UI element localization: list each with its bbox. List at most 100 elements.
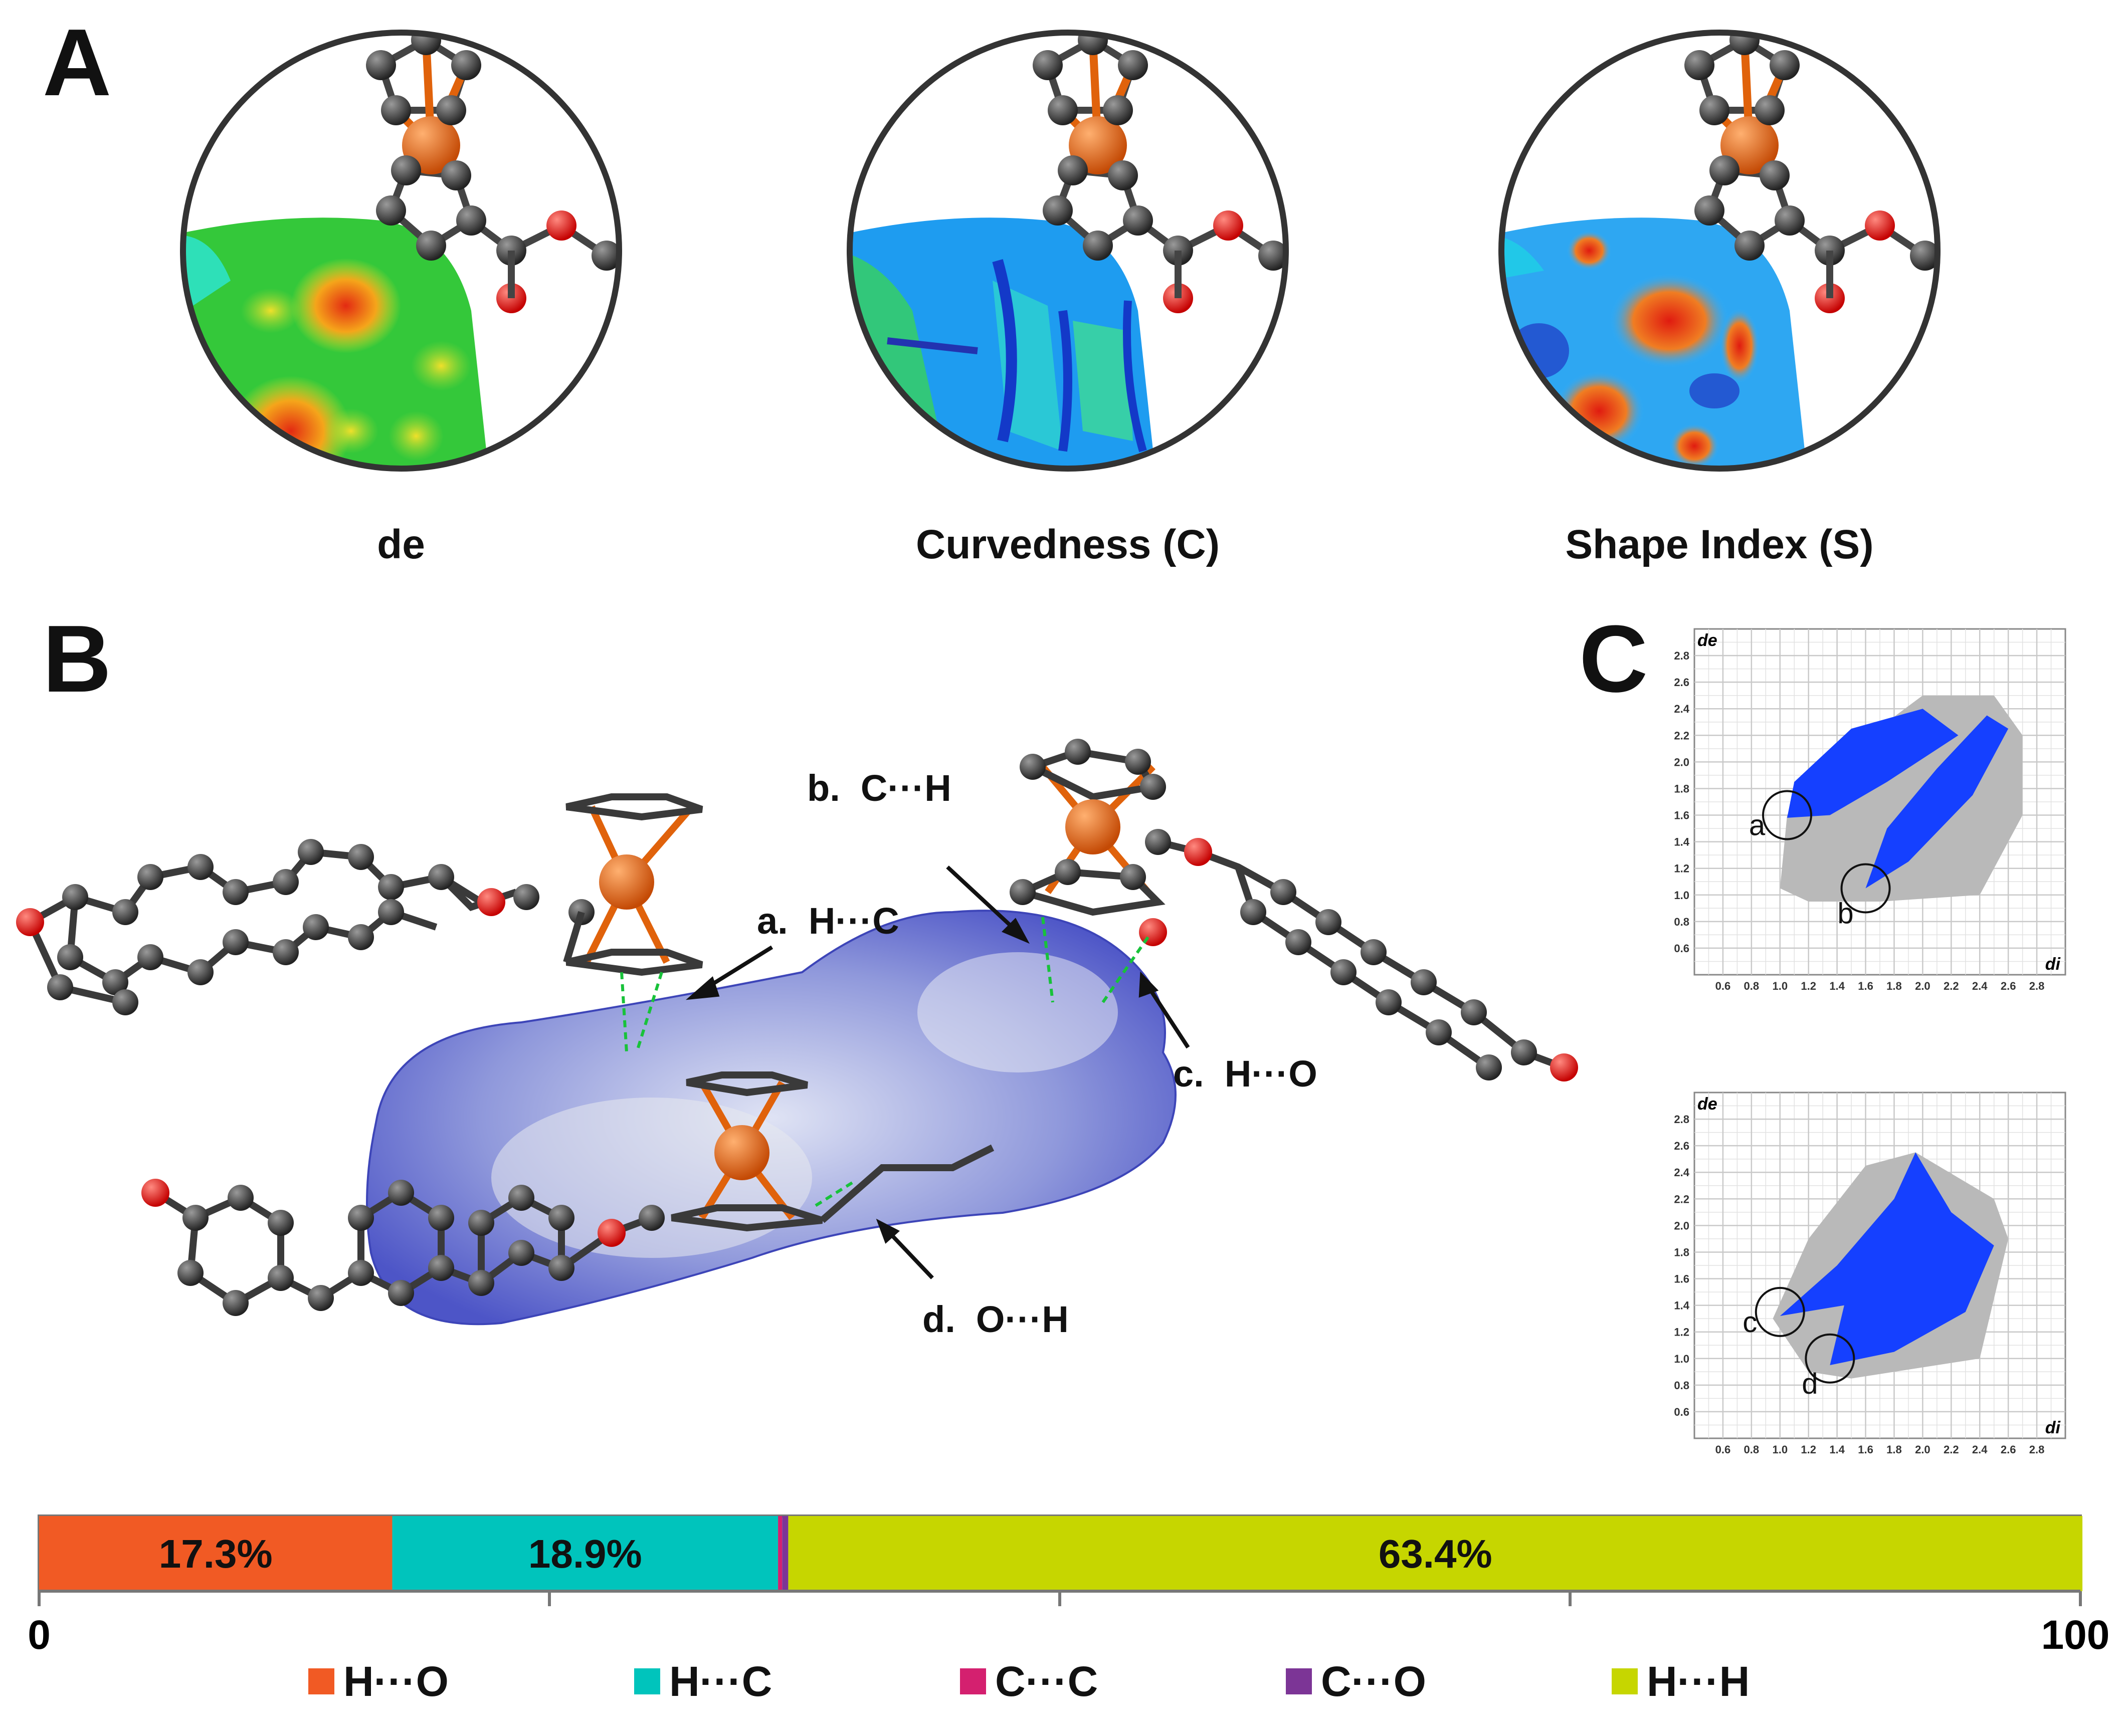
fp-marker-circle-c [1755,1286,1805,1337]
fp-xtick-label-2: 1.0 [1772,980,1788,992]
fp-xtick-label-10: 2.6 [2001,980,2016,992]
bar-segment-1 [392,1516,779,1591]
fp-ytick-label-9: 2.4 [1674,703,1689,715]
fp-ytick-label-1: 0.8 [1674,916,1689,928]
interaction-label-d: d. O···H [922,1298,1069,1340]
fp-marker-label-c: c [1743,1306,1757,1339]
hirshfeld-de-image [180,30,622,472]
fp-xlabel: di [2045,1418,2061,1437]
fp-xtick-label-10: 2.6 [2001,1443,2016,1456]
legend-label-c-c: C···C [995,1657,1098,1705]
fp-xtick-label-4: 1.4 [1829,980,1845,992]
legend-label-h-c: H···C [669,1657,772,1705]
panel-b-molecular-packing [16,739,1578,1326]
fp-ytick-label-0: 0.6 [1674,942,1689,955]
legend-c-c: C···C [960,1657,1098,1705]
panel-label-c: C [1579,606,1648,712]
bar-segment-4 [788,1516,2083,1591]
fp-marker-label-d: d [1802,1368,1818,1400]
fp-xtick-label-7: 2.0 [1915,980,1930,992]
fp-ylabel: de [1697,1095,1717,1114]
fp-blue-wing-upper [1787,709,1959,818]
fp-ytick-label-4: 1.4 [1674,1299,1689,1312]
hirshfeld-shape-index-image [1498,30,1941,472]
fp-ytick-label-8: 2.2 [1674,1193,1689,1205]
fp-blue-wing-lower [1865,715,2009,889]
fp-xtick-label-0: 0.6 [1715,980,1731,992]
fp-xtick-label-2: 1.0 [1772,1443,1788,1456]
bar-axis-label-max: 100 [2041,1612,2110,1654]
bar-segment-3 [782,1516,789,1591]
legend-swatch-c-c [960,1668,986,1694]
fp-ylabel: de [1697,631,1717,650]
bar-segment-0 [39,1516,393,1591]
fp-ytick-label-6: 1.8 [1674,782,1689,795]
fp-ytick-label-10: 2.6 [1674,1140,1689,1152]
panel-label-a: A [43,10,112,116]
fp-ytick-label-9: 2.4 [1674,1166,1689,1179]
fp-ytick-label-3: 1.2 [1674,862,1689,875]
fp-ytick-label-8: 2.2 [1674,729,1689,742]
fp-xtick-label-6: 1.8 [1886,1443,1902,1456]
fp-ytick-label-5: 1.6 [1674,809,1689,822]
fp-marker-circle-a [1762,790,1812,840]
fp-xtick-label-1: 0.8 [1744,980,1760,992]
interaction-label-c: c. H···O [1173,1053,1317,1095]
legend-h-c: H···C [634,1657,772,1705]
bar-segment-label-0: 17.3% [159,1532,273,1576]
bar-segment-label-4: 63.4% [1379,1532,1492,1576]
panel-a-images [180,30,1941,472]
fp-xtick-label-9: 2.4 [1972,1443,1988,1456]
fp-ytick-label-3: 1.2 [1674,1326,1689,1339]
fp-marker-circle-b [1840,863,1891,914]
legend-h-o: H···O [308,1657,449,1705]
fp-blue-region [1780,1152,1994,1366]
fp-ytick-label-11: 2.8 [1674,649,1689,662]
fp-ytick-label-2: 1.0 [1674,1353,1689,1365]
fp-xtick-label-5: 1.6 [1858,980,1873,992]
legend-label-c-o: C···O [1321,1657,1426,1705]
legend-label-h-o: H···O [343,1657,449,1705]
fp-ytick-label-7: 2.0 [1674,756,1689,768]
fp-xtick-label-4: 1.4 [1829,1443,1845,1456]
panel-label-b: B [43,606,112,712]
fp-ytick-label-10: 2.6 [1674,676,1689,689]
caption-de: de [377,522,425,567]
fp-xlabel: di [2045,955,2061,974]
contact-percentage-bar: 17.3% 18.9% 63.4% 0 100 [28,1514,2110,1654]
interaction-label-b: b. C···H [807,767,951,809]
legend-c-o: C···O [1286,1657,1426,1705]
fp-ytick-label-1: 0.8 [1674,1379,1689,1392]
fp-ytick-label-0: 0.6 [1674,1406,1689,1418]
fp-marker-label-b: b [1837,898,1853,930]
bar-axis-label-min: 0 [28,1612,51,1654]
fp-xtick-label-8: 2.2 [1944,980,1959,992]
fp-ytick-label-6: 1.8 [1674,1246,1689,1258]
fp-xtick-label-11: 2.8 [2029,980,2045,992]
fp-xtick-label-1: 0.8 [1744,1443,1760,1456]
hirshfeld-curvedness-image [847,30,1289,472]
fp-xtick-label-6: 1.8 [1886,980,1902,992]
legend-h-h: H···H [1612,1657,1750,1705]
legend-label-h-h: H···H [1647,1657,1750,1705]
fingerprint-plot-2: 0.6 0.8 1.0 1.2 1.4 1.6 1.8 2.0 2.2 2.4 2.6 2.8 0.6 0… [1674,1092,2066,1456]
fp-xtick-label-9: 2.4 [1972,980,1988,992]
legend-swatch-c-o [1286,1668,1312,1694]
fp-xtick-label-8: 2.2 [1944,1443,1959,1456]
legend-swatch-h-h [1612,1668,1638,1694]
fp-xtick-label-3: 1.2 [1801,980,1816,992]
interaction-label-a: a. H···C [757,900,899,942]
caption-shape-index: Shape Index (S) [1565,522,1874,567]
fp-ytick-label-11: 2.8 [1674,1113,1689,1126]
fp-xtick-label-11: 2.8 [2029,1443,2045,1456]
legend-swatch-h-o [308,1668,334,1694]
legend-swatch-h-c [634,1668,660,1694]
fp-ytick-label-2: 1.0 [1674,889,1689,902]
bar-segment-2 [778,1516,783,1591]
fingerprint-plot-1: 0.6 0.8 1.0 1.2 1.4 1.6 1.8 2.0 2.2 2.4 2.6 2.8 0.6 0… [1674,628,2066,992]
bar-segment-label-1: 18.9% [528,1532,642,1576]
caption-curvedness: Curvedness (C) [915,522,1220,567]
fp-xtick-label-3: 1.2 [1801,1443,1816,1456]
fp-marker-label-a: a [1749,809,1766,842]
fp-xtick-label-5: 1.6 [1858,1443,1873,1456]
